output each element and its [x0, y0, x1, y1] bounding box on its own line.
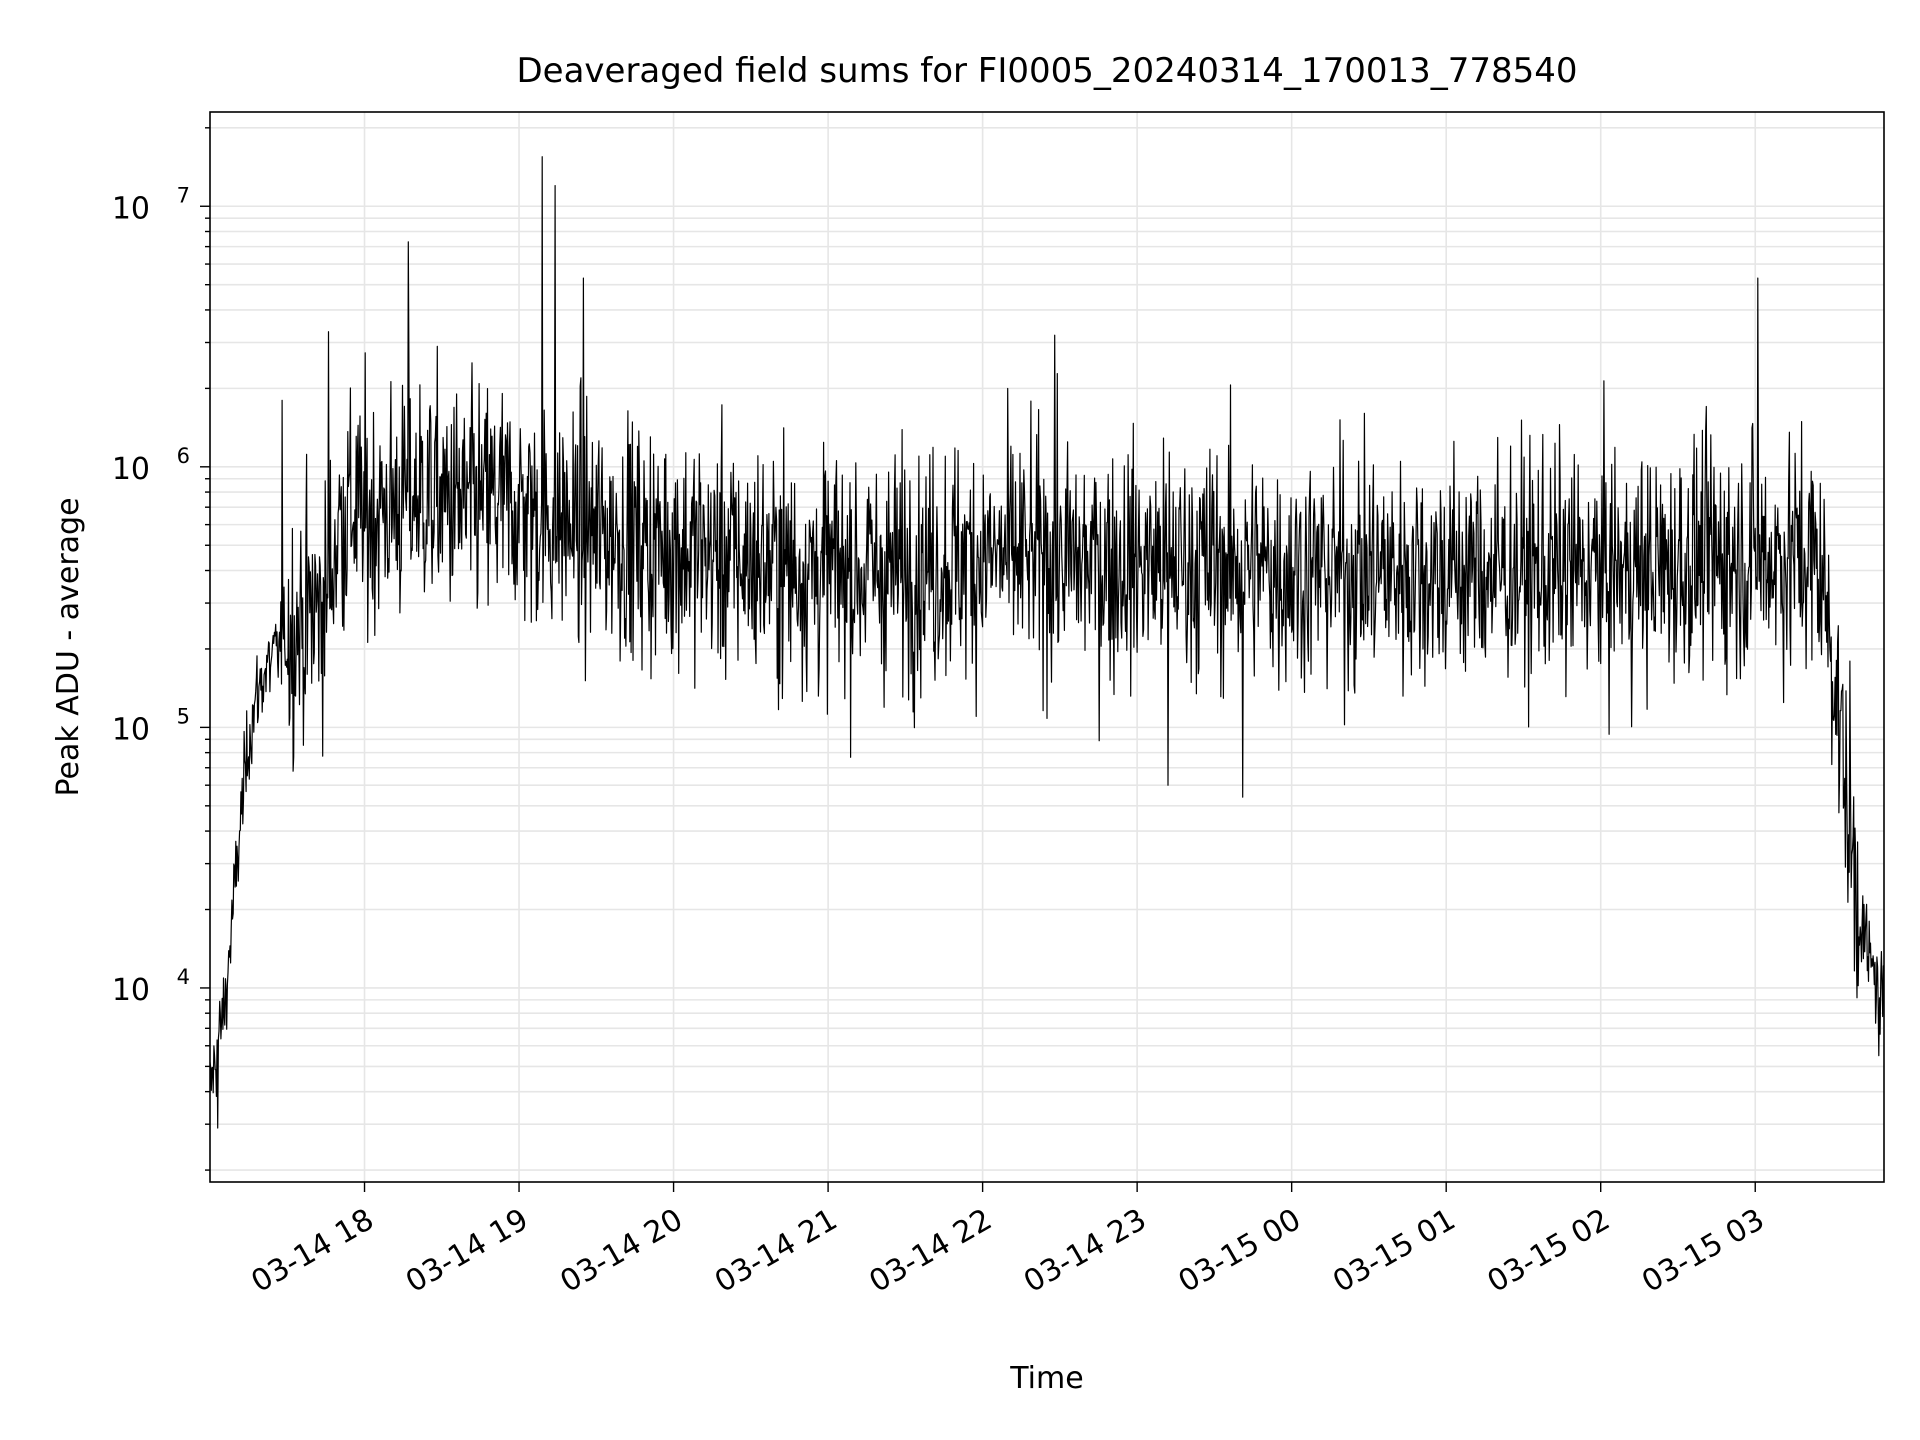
- y-tick-exponent: 7: [177, 183, 190, 207]
- y-axis-label: Peak ADU - average: [51, 497, 86, 796]
- y-tick-exponent: 5: [177, 704, 190, 728]
- y-tick-exponent: 4: [177, 965, 190, 989]
- x-axis-label: Time: [1009, 1361, 1083, 1396]
- data-series: [209, 156, 1885, 1129]
- y-tick-exponent: 6: [177, 444, 190, 468]
- y-tick-label: 10: [112, 712, 150, 747]
- y-tick-label: 10: [112, 452, 150, 487]
- chart-title: Deaveraged field sums for FI0005_2024031…: [516, 51, 1577, 91]
- data-line: [209, 156, 1885, 1129]
- plot-frame: [209, 111, 1885, 1183]
- y-tick-label: 10: [112, 973, 150, 1008]
- y-tick-label: 10: [112, 191, 150, 226]
